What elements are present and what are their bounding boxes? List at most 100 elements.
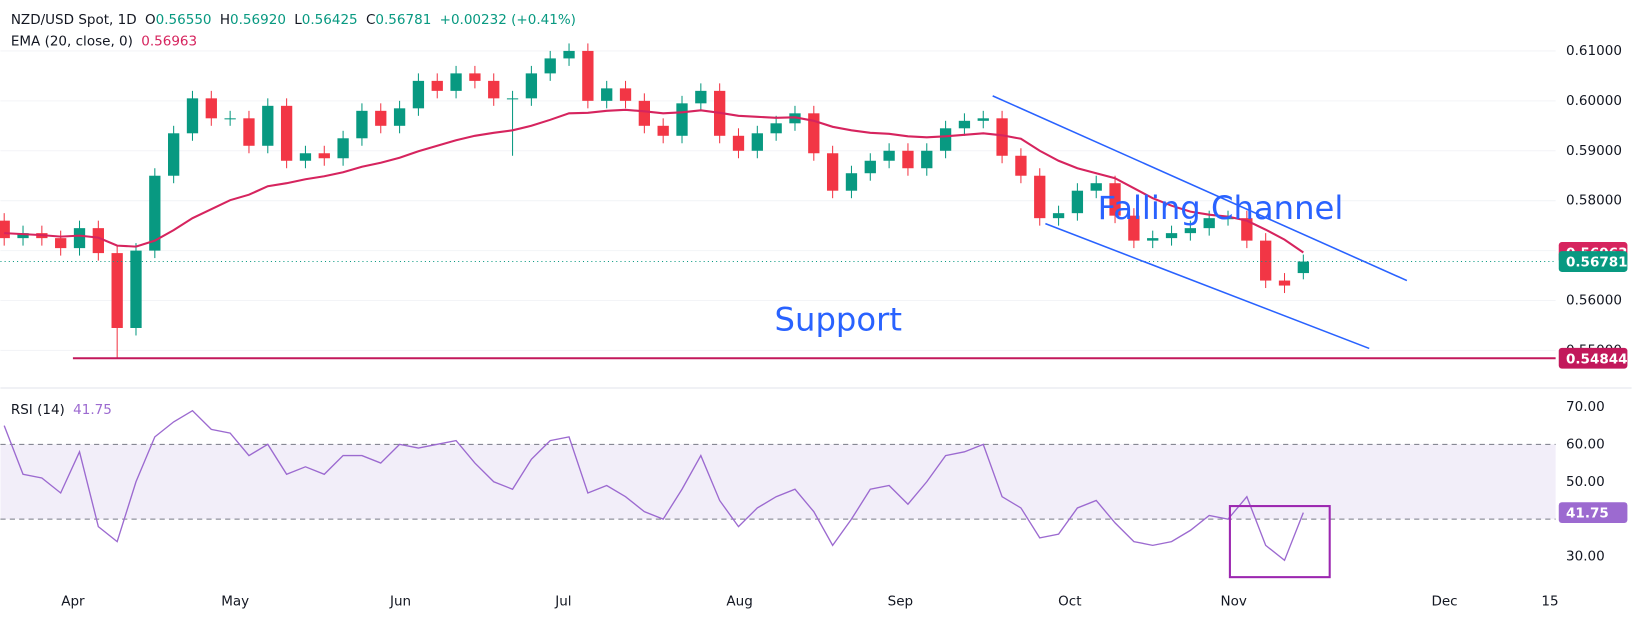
y-tick-label: 0.56000 (1566, 293, 1622, 309)
candle-body (883, 150, 895, 161)
candle-body (619, 88, 632, 101)
x-tick-label: Aug (726, 593, 752, 609)
price-label: 0.56781 (1566, 255, 1628, 271)
candle-body (845, 173, 858, 191)
x-tick-label: 15 (1541, 593, 1558, 609)
candle-body (751, 133, 763, 151)
candle-body (318, 153, 330, 159)
candle-body (55, 238, 67, 249)
candle-body (1052, 213, 1065, 219)
candle-body (17, 233, 29, 239)
x-tick-label: Sep (888, 593, 913, 609)
candle-body (412, 80, 425, 109)
y-tick-label: 60.00 (1566, 436, 1605, 452)
candle-body (262, 105, 274, 146)
candle-body (186, 98, 199, 134)
rsi-band (0, 444, 1556, 520)
ohlc-label: O (145, 12, 156, 28)
candle-body (525, 73, 538, 99)
price-label-box (1558, 251, 1628, 272)
candle-body (563, 50, 575, 59)
candle-body (1203, 218, 1215, 229)
ohlc-value: 0.56550 (156, 12, 212, 28)
x-tick-label: Jul (554, 593, 571, 609)
candle-body (1260, 240, 1272, 281)
candle-body (1015, 155, 1027, 176)
candle-body (695, 90, 707, 104)
ema-name: EMA (20, close, 0) (11, 34, 133, 50)
candle-body (0, 220, 10, 239)
candle-body (601, 88, 613, 101)
y-tick-label: 50.00 (1566, 474, 1605, 490)
x-tick-label: Dec (1431, 593, 1457, 609)
candle-body (657, 125, 669, 136)
x-tick-label: Apr (61, 593, 85, 609)
x-tick-label: May (221, 593, 249, 609)
symbol: NZD/USD Spot, 1D (11, 12, 137, 28)
legend-header: NZD/USD Spot, 1D O0.56550 H0.56920 L0.56425… (11, 12, 576, 28)
annotation: Support (775, 300, 902, 338)
candle-body (205, 98, 217, 119)
candle-body (356, 110, 368, 139)
candle-body (130, 250, 142, 328)
x-tick-label: Oct (1058, 593, 1081, 609)
y-tick-label: 0.58000 (1566, 193, 1622, 209)
price-label: 0.54844 (1566, 351, 1628, 367)
price-label-box (1558, 347, 1628, 369)
ohlc-label: L (294, 12, 302, 28)
candle-body (939, 128, 952, 151)
candle-body (977, 118, 989, 121)
y-tick-label: 70.00 (1566, 399, 1605, 415)
change: +0.00232 (+0.41%) (440, 12, 576, 28)
candle-body (393, 108, 406, 126)
ohlc-value: 0.56425 (302, 12, 358, 28)
candle-body (582, 50, 594, 101)
x-tick-label: Jun (389, 593, 411, 609)
candle-body (1090, 183, 1102, 191)
candle-body (1128, 215, 1140, 241)
rsi-legend: RSI (14) 41.75 (11, 402, 112, 418)
candle-body (921, 150, 933, 169)
rsi-name: RSI (14) (11, 402, 65, 418)
candle-body (469, 73, 481, 81)
trendline (992, 95, 1408, 282)
candle-body (826, 153, 839, 191)
candle-body (638, 100, 650, 126)
candle-body (375, 110, 387, 126)
candle-body (1184, 228, 1197, 234)
trendline (1045, 222, 1370, 350)
candle-body (450, 73, 462, 91)
candle-body (544, 58, 556, 74)
candle-body (1034, 175, 1046, 219)
candle-body (1222, 218, 1234, 220)
candle-body (1278, 280, 1291, 286)
candle-body (1297, 261, 1309, 274)
candle-body (506, 98, 519, 100)
candle-body (1241, 218, 1253, 241)
rsi-line (3, 409, 1304, 562)
candle-body (864, 160, 876, 174)
candle-body (92, 228, 104, 254)
rsi-value: 41.75 (73, 402, 112, 418)
candle-body (902, 150, 914, 169)
y-tick-label: 0.61000 (1566, 43, 1622, 59)
candle-body (676, 103, 688, 136)
candle-body (73, 228, 86, 249)
ohlc-label: C (366, 12, 375, 28)
candle-body (770, 123, 782, 134)
candle-body (337, 138, 349, 159)
x-tick-label: Nov (1220, 593, 1246, 609)
candle-body (1147, 238, 1159, 241)
highlight-box (1228, 505, 1331, 579)
annotation: Falling Channel (1098, 189, 1344, 227)
ohlc-label: H (220, 12, 230, 28)
candle-body (111, 253, 123, 328)
candle-body (958, 120, 971, 129)
ema-line (4, 108, 1304, 254)
candle-body (1071, 190, 1084, 214)
ohlc-value: 0.56781 (375, 12, 431, 28)
price-label: 41.75 (1566, 506, 1609, 522)
candle-body (299, 153, 312, 161)
candle-body (431, 80, 443, 91)
